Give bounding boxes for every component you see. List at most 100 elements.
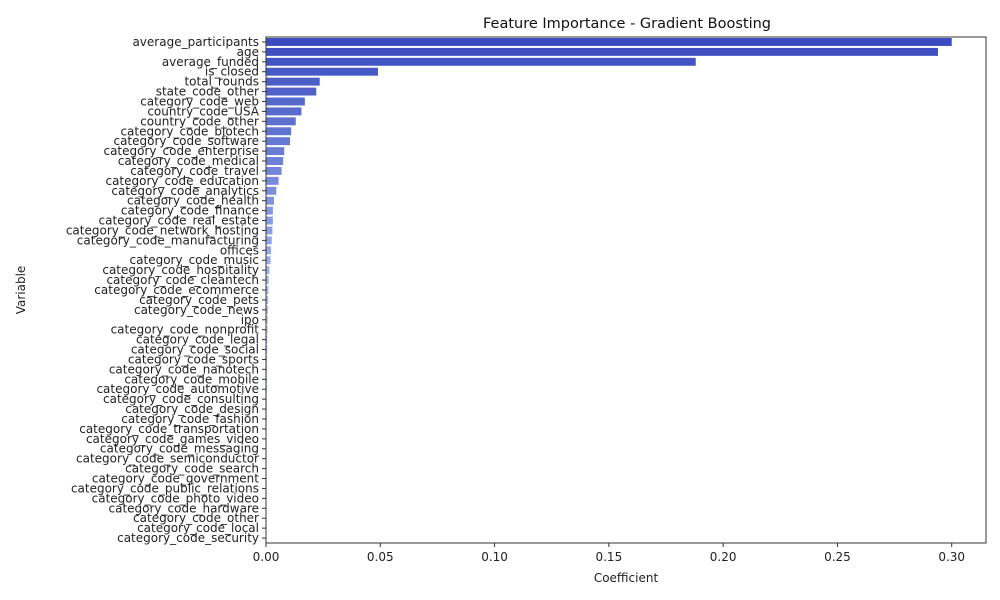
bar-category_code_nonprofit xyxy=(266,325,268,334)
y-tick-label: category_code_analytics xyxy=(111,184,259,198)
y-tick-label: category_code_cleantech xyxy=(106,273,259,287)
y-tick-label: category_code_mobile xyxy=(124,372,259,386)
bar-is_closed xyxy=(266,67,378,76)
bar-category_code_enterprise xyxy=(266,147,285,156)
bar-category_code_nanotech xyxy=(266,365,268,374)
bar-country_code_other xyxy=(266,117,296,126)
y-tick-label: category_code_education xyxy=(105,174,259,188)
y-tick-label: category_code_music xyxy=(130,253,259,267)
y-tick-label: category_code_fashion xyxy=(121,412,259,426)
y-tick-label: category_code_web xyxy=(140,94,259,108)
bar-category_code_social xyxy=(266,345,268,354)
x-tick-label: 0.20 xyxy=(710,550,737,564)
y-tick-label: average_funded xyxy=(162,55,259,69)
y-tick-label: is_closed xyxy=(205,65,259,79)
x-tick-label: 0.10 xyxy=(481,550,508,564)
plot-frame xyxy=(265,36,987,544)
y-tick-label: category_code_real_estate xyxy=(99,214,260,228)
bar-category_code_music xyxy=(266,256,271,265)
bar-category_code_legal xyxy=(266,335,268,344)
bar-average_participants xyxy=(266,37,952,46)
y-tick-label: category_code_transportation xyxy=(79,422,259,436)
y-tick-label: category_code_software xyxy=(113,134,259,148)
bar-category_code_real_estate xyxy=(266,216,273,225)
y-tick-label: category_code_search xyxy=(125,462,259,476)
y-tick-label: age xyxy=(237,45,259,59)
y-tick-label: category_code_hardware xyxy=(109,501,260,515)
y-tick-label: category_code_automotive xyxy=(96,382,259,396)
y-tick-label: average_participants xyxy=(132,35,259,49)
y-tick-label: country_code_USA xyxy=(147,104,259,118)
x-tick-label: 0.05 xyxy=(367,550,394,564)
y-tick-labels: average_participantsageaverage_fundedis_… xyxy=(66,35,266,545)
bar-category_code_cleantech xyxy=(266,276,269,285)
bar-country_code_USA xyxy=(266,107,302,116)
y-tick-label: category_code_other xyxy=(133,511,259,525)
x-tick-label: 0.30 xyxy=(938,550,965,564)
bar-age xyxy=(266,47,938,56)
bar-ipo xyxy=(266,315,268,324)
bar-category_code_pets xyxy=(266,295,269,304)
y-tick-label: category_code_local xyxy=(137,521,259,535)
bar-category_code_biotech xyxy=(266,127,292,136)
y-tick-label: category_code_nanotech xyxy=(109,362,259,376)
y-tick-label: category_code_hospitality xyxy=(102,263,259,277)
bar-category_code_sports xyxy=(266,355,268,364)
y-tick-label: country_code_other xyxy=(140,114,259,128)
bar-category_code_manufacturing xyxy=(266,236,272,245)
bar-category_code_web xyxy=(266,97,305,106)
y-tick-label: category_code_pets xyxy=(139,293,259,307)
bar-category_code_ecommerce xyxy=(266,286,269,294)
y-tick-label: category_code_government xyxy=(92,472,259,486)
y-tick-label: category_code_nonprofit xyxy=(111,323,260,337)
x-axis-title: Coefficient xyxy=(594,571,659,585)
y-tick-label: category_code_sports xyxy=(128,352,259,366)
bar-category_code_medical xyxy=(266,157,284,165)
y-tick-label: category_code_finance xyxy=(121,204,259,218)
bar-category_code_software xyxy=(266,137,290,146)
x-axis-ticks: 0.00 0.05 0.10 0.15 0.20 0.25 0.30 xyxy=(253,543,965,564)
y-tick-label: state_code_other xyxy=(156,85,259,99)
bar-category_code_news xyxy=(266,305,269,314)
y-axis-title: Variable xyxy=(14,266,28,315)
y-tick-label: category_code_consulting xyxy=(103,392,259,406)
y-tick-label: total_rounds xyxy=(184,75,259,89)
y-tick-label: category_code_security xyxy=(117,531,259,545)
bar-offices xyxy=(266,246,272,255)
y-tick-label: category_code_messaging xyxy=(100,442,259,456)
bar-category_code_health xyxy=(266,196,274,205)
y-tick-label: category_code_ecommerce xyxy=(94,283,259,297)
x-tick-label: 0.15 xyxy=(595,550,622,564)
y-tick-label: category_code_enterprise xyxy=(103,144,259,158)
y-tick-label: category_code_public_relations xyxy=(71,481,259,495)
y-tick-label: category_code_network_hosting xyxy=(66,223,259,237)
y-tick-label: category_code_biotech xyxy=(120,124,259,138)
y-tick-label: category_code_legal xyxy=(136,333,259,347)
y-tick-label: category_code_games_video xyxy=(86,432,259,446)
bar-category_code_network_hosting xyxy=(266,226,273,235)
y-tick-label: category_code_semiconductor xyxy=(76,452,259,466)
y-tick-label: ipo xyxy=(241,313,259,327)
bar-category_code_education xyxy=(266,176,279,185)
y-tick-label: category_code_photo_video xyxy=(92,491,259,505)
x-tick-label: 0.00 xyxy=(253,550,280,564)
bar-category_code_analytics xyxy=(266,186,277,195)
y-tick-label: category_code_design xyxy=(125,402,259,416)
y-tick-label: category_code_manufacturing xyxy=(77,233,259,247)
bar-average_funded xyxy=(266,57,696,66)
y-tick-label: category_code_health xyxy=(127,194,259,208)
y-tick-label: category_code_travel xyxy=(130,164,259,178)
y-tick-label: offices xyxy=(220,243,259,257)
bar-category_code_travel xyxy=(266,166,282,175)
x-tick-label: 0.25 xyxy=(824,550,851,564)
y-tick-label: category_code_news xyxy=(134,303,259,317)
bar-category_code_hospitality xyxy=(266,266,270,275)
bar-state_code_other xyxy=(266,87,317,96)
bar-category_code_finance xyxy=(266,206,273,215)
bar-group xyxy=(266,37,952,543)
chart-title: Feature Importance - Gradient Boosting xyxy=(483,16,771,32)
y-tick-label: category_code_social xyxy=(131,343,259,357)
y-tick-label: category_code_medical xyxy=(118,154,259,168)
bar-total_rounds xyxy=(266,77,320,86)
